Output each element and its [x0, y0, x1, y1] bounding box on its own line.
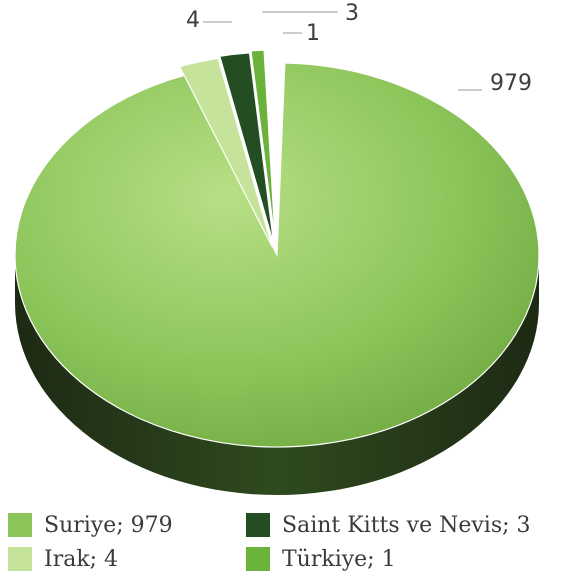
legend-label-irak: Irak; 4	[44, 546, 119, 572]
value-label-irak: 4	[186, 8, 200, 33]
legend-item-saint-kitts-ve-nevis: Saint Kitts ve Nevis; 3	[246, 508, 531, 542]
legend-item-suriye: Suriye; 979	[8, 508, 173, 542]
legend-label-saint-kitts-ve-nevis: Saint Kitts ve Nevis; 3	[282, 512, 531, 538]
legend-swatch-irak	[8, 547, 32, 571]
legend-label-suriye: Suriye; 979	[44, 512, 173, 538]
pie-chart: 979 4 31	[14, 1, 540, 495]
legend-item-irak: Irak; 4	[8, 542, 118, 576]
pie-side-wall	[15, 255, 539, 495]
pie-slice-irak	[178, 57, 273, 247]
legend-swatch-turkiye	[246, 547, 270, 571]
pie-slice-suriye	[14, 62, 540, 448]
pie-slice-saint-kitts-ve-nevis	[219, 52, 275, 245]
legend-label-turkiye: Türkiye; 1	[282, 546, 396, 572]
pie-slice-turkiye	[250, 49, 276, 243]
value-label-suriye: 979	[490, 71, 532, 96]
legend-swatch-saint-kitts-ve-nevis	[246, 513, 270, 537]
legend-item-turkiye: Türkiye; 1	[246, 542, 396, 576]
value-label-turkiye: 1	[306, 21, 320, 46]
value-label-saint-kitts-ve-nevis: 3	[345, 1, 359, 26]
legend: Suriye; 979 Irak; 4 Saint Kitts ve Nevis…	[0, 502, 574, 585]
legend-swatch-suriye	[8, 513, 32, 537]
